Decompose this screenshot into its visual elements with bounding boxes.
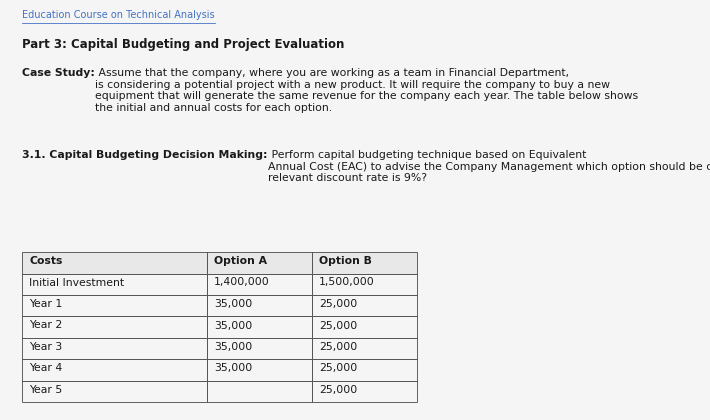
Text: Perform capital budgeting technique based on Equivalent
Annual Cost (EAC) to adv: Perform capital budgeting technique base…: [268, 150, 710, 183]
Text: 35,000: 35,000: [214, 363, 252, 373]
Text: 25,000: 25,000: [319, 299, 357, 309]
Text: Initial Investment: Initial Investment: [29, 278, 124, 288]
Text: Education Course on Technical Analysis: Education Course on Technical Analysis: [22, 10, 214, 20]
Text: 3.1. Capital Budgeting Decision Making:: 3.1. Capital Budgeting Decision Making:: [22, 150, 268, 160]
Text: Costs: Costs: [29, 256, 62, 266]
Text: 25,000: 25,000: [319, 363, 357, 373]
Text: 1,400,000: 1,400,000: [214, 278, 270, 288]
Text: 25,000: 25,000: [319, 342, 357, 352]
Text: Option B: Option B: [319, 256, 372, 266]
Text: Part 3: Capital Budgeting and Project Evaluation: Part 3: Capital Budgeting and Project Ev…: [22, 38, 344, 51]
Text: 25,000: 25,000: [319, 320, 357, 331]
Text: 35,000: 35,000: [214, 320, 252, 331]
Text: 35,000: 35,000: [214, 299, 252, 309]
Text: Year 4: Year 4: [29, 363, 62, 373]
Text: 35,000: 35,000: [214, 342, 252, 352]
Text: Year 2: Year 2: [29, 320, 62, 331]
Text: Option A: Option A: [214, 256, 267, 266]
Text: 1,500,000: 1,500,000: [319, 278, 375, 288]
Text: Year 1: Year 1: [29, 299, 62, 309]
Text: Case Study:: Case Study:: [22, 68, 95, 78]
Text: Year 3: Year 3: [29, 342, 62, 352]
Text: Year 5: Year 5: [29, 385, 62, 395]
Text: Assume that the company, where you are working as a team in Financial Department: Assume that the company, where you are w…: [95, 68, 638, 113]
Text: 25,000: 25,000: [319, 385, 357, 395]
